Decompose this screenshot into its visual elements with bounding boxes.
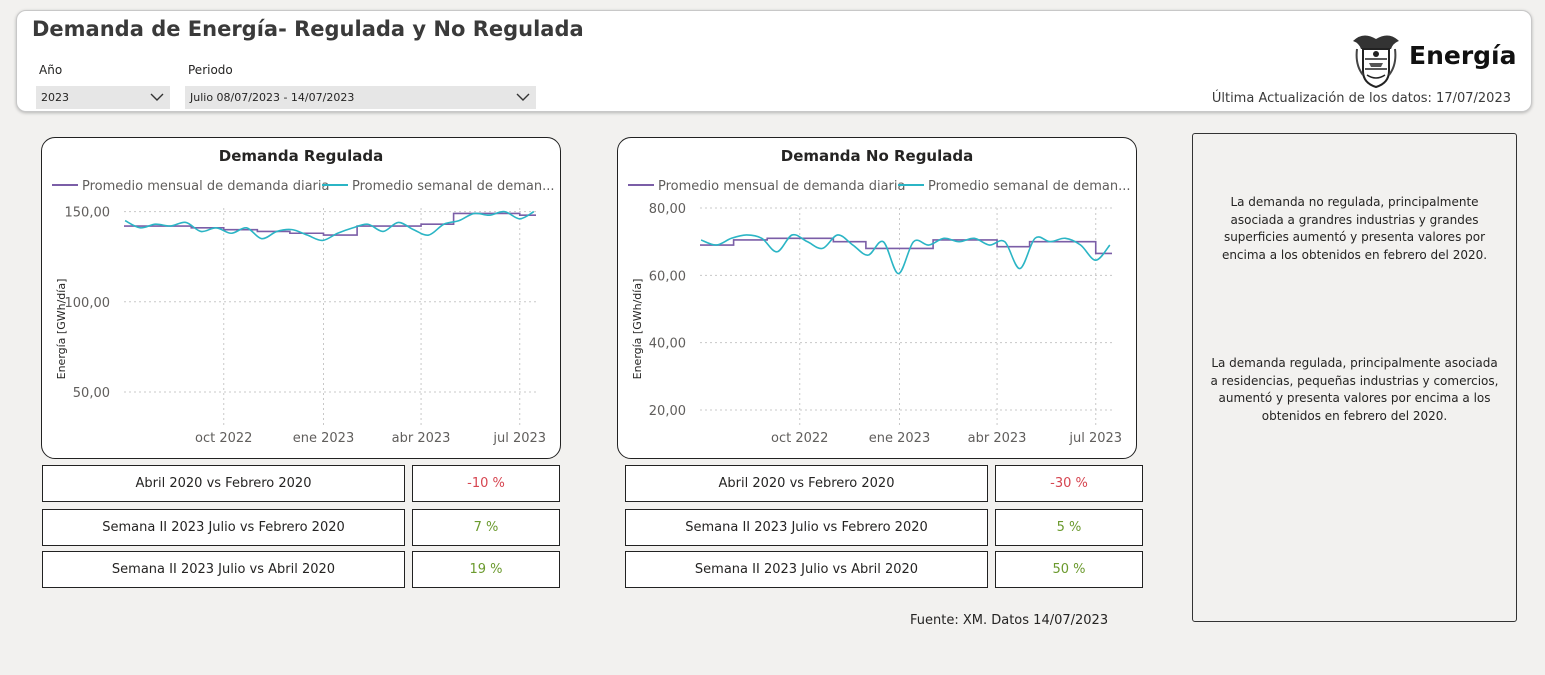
x-tick-label: ene 2023 bbox=[293, 431, 354, 446]
year-dropdown-value: 2023 bbox=[41, 91, 69, 104]
y-tick-label: 40,00 bbox=[649, 337, 686, 352]
y-axis-label: Energía [GWh/día] bbox=[55, 279, 68, 380]
header-panel: Demanda de Energía- Regulada y No Regula… bbox=[16, 10, 1532, 112]
year-filter-label: Año bbox=[39, 63, 63, 77]
year-dropdown[interactable]: 2023 bbox=[36, 86, 170, 109]
chevron-down-icon bbox=[150, 93, 164, 101]
no-regulada-kpi-label: Semana II 2023 Julio vs Febrero 2020 bbox=[625, 509, 988, 546]
period-filter-label: Periodo bbox=[188, 63, 233, 77]
x-tick-label: abr 2023 bbox=[392, 431, 451, 446]
legend-label: Promedio mensual de demanda diaria bbox=[82, 179, 329, 194]
chevron-down-icon bbox=[516, 93, 530, 101]
x-tick-label: jul 2023 bbox=[1068, 431, 1122, 446]
y-axis-label: Energía [GWh/día] bbox=[631, 279, 644, 380]
legend-label: Promedio mensual de demanda diaria bbox=[658, 179, 905, 194]
weekly-average-line bbox=[124, 210, 535, 242]
x-tick-label: oct 2022 bbox=[195, 431, 252, 446]
notes-panel: La demanda no regulada, principalmente a… bbox=[1192, 133, 1517, 622]
regulada-kpi-label: Semana II 2023 Julio vs Abril 2020 bbox=[42, 551, 405, 588]
y-tick-label: 20,00 bbox=[649, 404, 686, 419]
regulada-chart-title: Demanda Regulada bbox=[218, 147, 384, 165]
no-regulada-kpi-value: 5 % bbox=[995, 509, 1143, 546]
no-regulada-line-chart: Promedio mensual de demanda diaria Promed… bbox=[628, 179, 1130, 446]
note-no-regulada: La demanda no regulada, principalmente a… bbox=[1221, 195, 1488, 262]
x-tick-label: ene 2023 bbox=[869, 431, 930, 446]
no-regulada-kpi-value: 50 % bbox=[995, 551, 1143, 588]
regulada-chart-card: Demanda Regulada Promedio mensual de dem… bbox=[41, 137, 561, 459]
note-regulada: La demanda regulada, principalmente asoc… bbox=[1210, 356, 1499, 423]
y-tick-label: 60,00 bbox=[649, 269, 686, 284]
monthly-average-line bbox=[124, 212, 536, 236]
no-regulada-chart-title: Demanda No Regulada bbox=[780, 147, 974, 165]
regulada-kpi-label: Abril 2020 vs Febrero 2020 bbox=[42, 465, 405, 502]
regulada-kpi-label: Semana II 2023 Julio vs Febrero 2020 bbox=[42, 509, 405, 546]
regulada-kpi-value: -10 % bbox=[412, 465, 560, 502]
brand-name: Energía bbox=[1409, 41, 1517, 70]
legend-label: Promedio semanal de deman... bbox=[352, 179, 554, 194]
regulada-kpi-value: 19 % bbox=[412, 551, 560, 588]
source-text: Fuente: XM. Datos 14/07/2023 bbox=[910, 613, 1109, 628]
y-tick-label: 100,00 bbox=[65, 296, 111, 311]
no-regulada-kpi-label: Abril 2020 vs Febrero 2020 bbox=[625, 465, 988, 502]
no-regulada-kpi-value: -30 % bbox=[995, 465, 1143, 502]
legend-label: Promedio semanal de deman... bbox=[928, 179, 1130, 194]
regulada-kpi-value: 7 % bbox=[412, 509, 560, 546]
weekly-average-line bbox=[700, 233, 1111, 275]
brand-logo: Energía bbox=[1347, 29, 1517, 89]
page-title: Demanda de Energía- Regulada y No Regula… bbox=[32, 17, 584, 41]
period-dropdown-value: Julio 08/07/2023 - 14/07/2023 bbox=[190, 91, 355, 104]
no-regulada-kpi-label: Semana II 2023 Julio vs Abril 2020 bbox=[625, 551, 988, 588]
coat-of-arms-icon bbox=[1353, 35, 1399, 89]
y-tick-label: 150,00 bbox=[65, 206, 111, 221]
last-update-text: Última Actualización de los datos: 17/07… bbox=[1211, 91, 1511, 106]
y-tick-label: 50,00 bbox=[73, 386, 110, 401]
monthly-average-line bbox=[700, 237, 1112, 255]
y-tick-label: 80,00 bbox=[649, 202, 686, 217]
period-dropdown[interactable]: Julio 08/07/2023 - 14/07/2023 bbox=[185, 86, 536, 109]
regulada-line-chart: Promedio mensual de demanda diaria Promed… bbox=[52, 179, 554, 446]
no-regulada-chart-card: Demanda No Regulada Promedio mensual de … bbox=[617, 137, 1137, 459]
x-tick-label: jul 2023 bbox=[492, 431, 546, 446]
x-tick-label: oct 2022 bbox=[771, 431, 828, 446]
x-tick-label: abr 2023 bbox=[968, 431, 1027, 446]
